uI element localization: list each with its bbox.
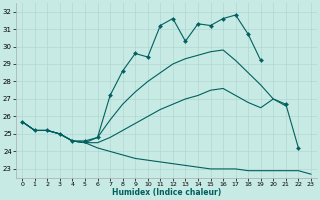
X-axis label: Humidex (Indice chaleur): Humidex (Indice chaleur) <box>112 188 221 197</box>
